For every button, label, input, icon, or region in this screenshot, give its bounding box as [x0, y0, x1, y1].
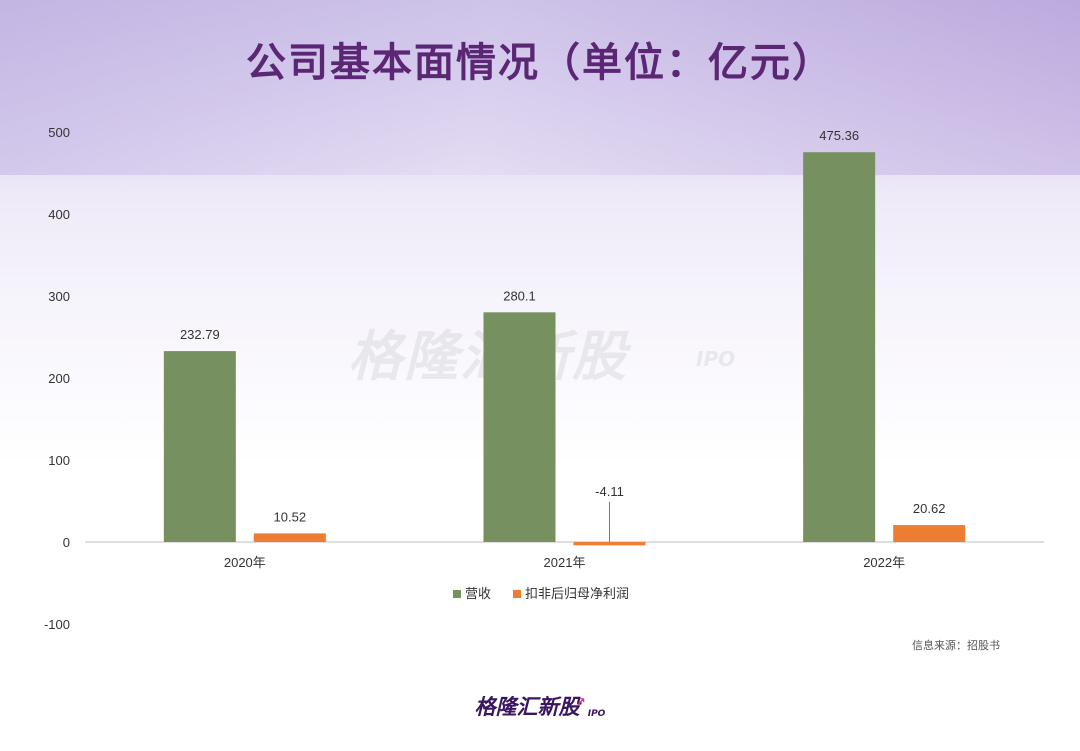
y-tick-label: 0	[63, 535, 70, 550]
footer-logo-ipo: IPO	[587, 709, 606, 719]
data-label: 20.62	[913, 501, 946, 516]
y-tick-label: 500	[48, 125, 70, 140]
legend-swatch	[453, 590, 461, 598]
watermark-ipo: IPO	[696, 347, 736, 371]
footer-logo: 格隆汇新股↗IPO	[0, 691, 1080, 721]
data-label: -4.11	[595, 484, 624, 499]
data-label: 10.52	[274, 509, 307, 524]
legend-swatch	[513, 590, 521, 598]
x-tick-label: 2022年	[863, 555, 905, 570]
trend-arrow-icon: ↗	[575, 695, 586, 709]
bar-net-profit	[253, 533, 326, 542]
y-tick-label: 300	[48, 289, 70, 304]
y-tick-label: -100	[44, 617, 70, 632]
chart-title: 公司基本面情况（单位：亿元）	[246, 39, 834, 86]
footer-logo-brand: 格隆汇新股	[474, 695, 580, 719]
x-tick-label: 2021年	[544, 555, 586, 570]
legend-label: 营收	[465, 586, 491, 601]
data-label: 280.1	[503, 288, 536, 303]
y-tick-label: 100	[48, 453, 70, 468]
data-label: 232.79	[180, 327, 220, 342]
source-note: 信息来源：招股书	[912, 639, 1000, 652]
bar-revenue	[803, 152, 876, 542]
bar-revenue	[483, 312, 556, 542]
bar-net-profit	[893, 525, 966, 542]
legend-label: 扣非后归母净利润	[525, 586, 629, 601]
data-label: 475.36	[819, 128, 859, 143]
x-tick-label: 2020年	[224, 555, 266, 570]
bar-net-profit	[573, 542, 646, 546]
y-tick-label: 400	[48, 207, 70, 222]
bar-revenue	[163, 351, 236, 542]
y-tick-label: 200	[48, 371, 70, 386]
